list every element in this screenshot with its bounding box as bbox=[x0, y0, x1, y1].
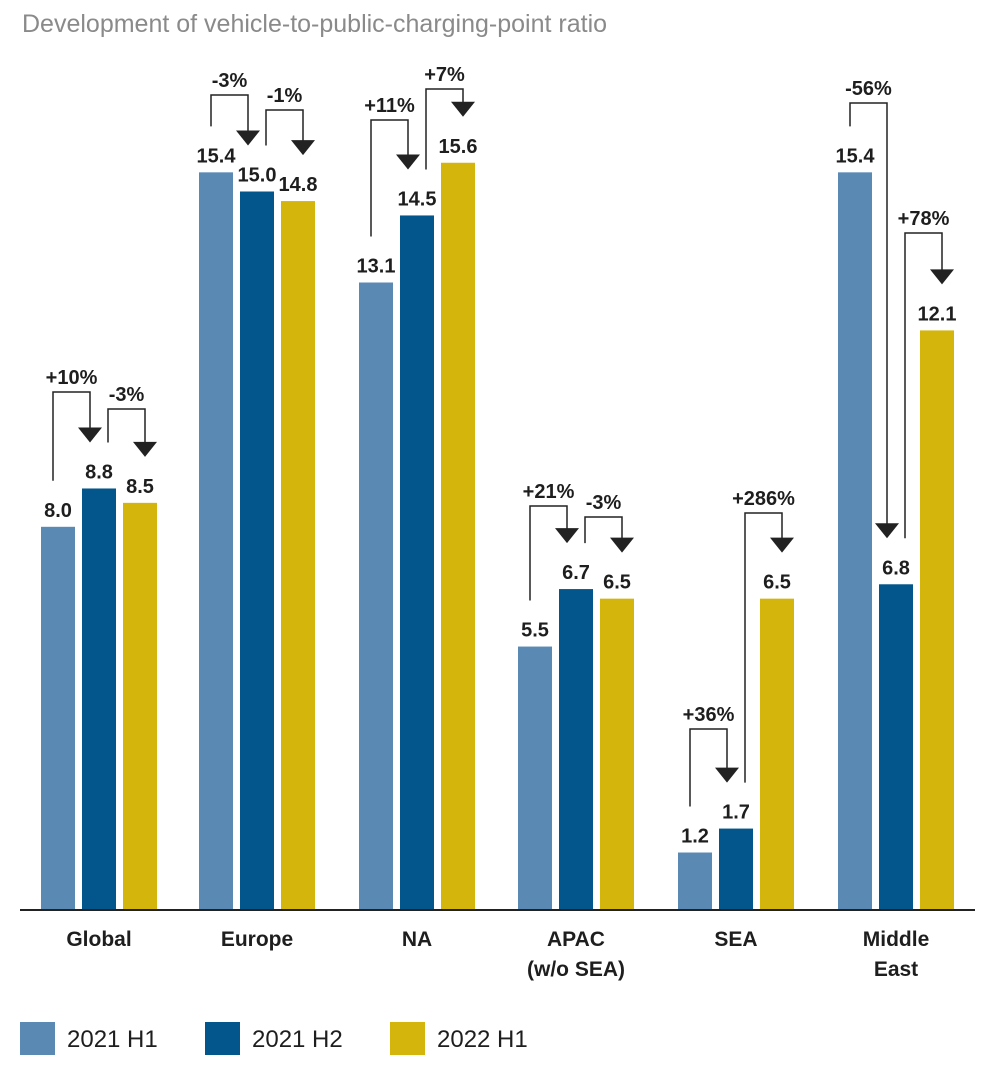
bar bbox=[123, 502, 157, 910]
change-connector bbox=[529, 505, 568, 601]
arrow-down-icon bbox=[451, 101, 475, 117]
bar bbox=[281, 201, 315, 910]
data-label: 15.0 bbox=[238, 165, 277, 187]
category-label: Middle bbox=[863, 928, 930, 951]
change-label: +36% bbox=[683, 704, 735, 726]
change-connector bbox=[52, 391, 91, 481]
legend-label: 2021 H1 bbox=[67, 1026, 158, 1053]
data-label: 12.1 bbox=[918, 303, 957, 325]
data-label: 14.8 bbox=[279, 174, 318, 196]
change-label: +78% bbox=[898, 208, 950, 230]
category-label: Global bbox=[66, 928, 131, 951]
data-label: 13.1 bbox=[357, 256, 396, 278]
change-label: -56% bbox=[845, 78, 892, 100]
change-connector bbox=[744, 512, 783, 783]
change-label: +7% bbox=[424, 64, 465, 86]
category-label: Europe bbox=[221, 928, 293, 951]
data-label: 8.0 bbox=[44, 500, 72, 522]
change-label: -3% bbox=[586, 492, 622, 514]
change-connector bbox=[849, 102, 888, 525]
change-connector bbox=[425, 88, 464, 170]
data-label: 5.5 bbox=[521, 620, 549, 642]
bar bbox=[41, 526, 75, 910]
change-label: +21% bbox=[523, 481, 575, 503]
bar bbox=[240, 191, 274, 910]
arrow-down-icon bbox=[770, 537, 794, 553]
change-connector bbox=[210, 94, 249, 132]
data-label: 14.5 bbox=[398, 188, 437, 210]
data-label: 1.7 bbox=[722, 802, 750, 824]
legend-label: 2021 H2 bbox=[252, 1026, 343, 1053]
arrow-down-icon bbox=[133, 441, 157, 457]
change-label: -3% bbox=[212, 70, 248, 92]
change-label: -1% bbox=[267, 85, 303, 107]
data-label: 6.5 bbox=[763, 572, 791, 594]
bar bbox=[400, 215, 434, 910]
change-connector bbox=[904, 232, 943, 539]
data-label: 15.4 bbox=[836, 145, 876, 167]
data-label: 15.6 bbox=[439, 136, 478, 158]
legend-swatch bbox=[205, 1022, 240, 1055]
bar bbox=[678, 852, 712, 910]
arrow-down-icon bbox=[291, 140, 315, 156]
data-label: 6.8 bbox=[882, 557, 910, 579]
change-label: -3% bbox=[109, 384, 145, 406]
bar bbox=[559, 589, 593, 910]
category-label: SEA bbox=[714, 928, 757, 951]
arrow-down-icon bbox=[78, 427, 102, 443]
bar bbox=[719, 828, 753, 910]
bar bbox=[441, 162, 475, 910]
data-label: 15.4 bbox=[197, 145, 237, 167]
bar bbox=[879, 584, 913, 910]
arrow-down-icon bbox=[555, 528, 579, 544]
change-connector bbox=[584, 516, 623, 544]
legend-swatch bbox=[20, 1022, 55, 1055]
category-label: (w/o SEA) bbox=[527, 958, 625, 981]
category-label: East bbox=[874, 958, 918, 981]
change-connector bbox=[265, 109, 304, 146]
category-label: APAC bbox=[547, 928, 605, 951]
bar bbox=[838, 172, 872, 911]
bar bbox=[920, 330, 954, 910]
arrow-down-icon bbox=[236, 130, 260, 146]
bar bbox=[82, 488, 116, 910]
legend-label: 2022 H1 bbox=[437, 1026, 528, 1053]
data-label: 8.8 bbox=[85, 461, 113, 483]
arrow-down-icon bbox=[610, 537, 634, 553]
change-connector bbox=[689, 728, 728, 807]
bar bbox=[359, 282, 393, 910]
bar bbox=[760, 598, 794, 910]
bar bbox=[600, 598, 634, 910]
change-label: +10% bbox=[46, 367, 98, 389]
arrow-down-icon bbox=[930, 269, 954, 285]
arrow-down-icon bbox=[875, 523, 899, 539]
change-label: +286% bbox=[732, 488, 795, 510]
bar bbox=[518, 646, 552, 910]
arrow-down-icon bbox=[715, 767, 739, 783]
bar bbox=[199, 172, 233, 911]
data-label: 8.5 bbox=[126, 476, 154, 498]
legend-swatch bbox=[390, 1022, 425, 1055]
arrow-down-icon bbox=[396, 154, 420, 170]
change-label: +11% bbox=[364, 95, 415, 117]
change-connector bbox=[107, 408, 146, 443]
chart-title: Development of vehicle-to-public-chargin… bbox=[22, 10, 608, 38]
data-label: 1.2 bbox=[681, 826, 709, 848]
category-label: NA bbox=[402, 928, 432, 951]
data-label: 6.5 bbox=[603, 572, 631, 594]
change-connector bbox=[370, 119, 409, 237]
data-label: 6.7 bbox=[562, 562, 590, 584]
